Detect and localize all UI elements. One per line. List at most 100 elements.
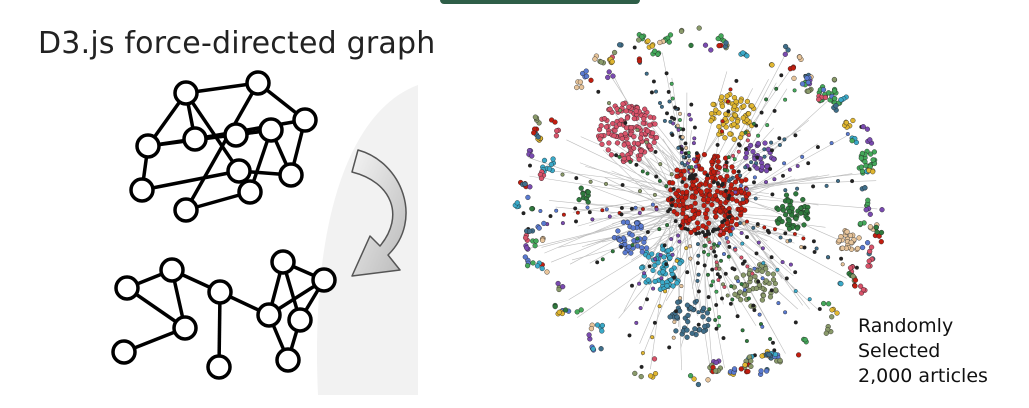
network-node (650, 130, 656, 136)
network-node (629, 232, 635, 238)
network-node (573, 206, 578, 211)
network-node (680, 207, 686, 213)
network-node (576, 197, 582, 203)
network-node (677, 117, 682, 122)
network-node (858, 164, 865, 170)
network-node (637, 281, 642, 286)
network-node (626, 104, 632, 110)
network-node (621, 156, 627, 162)
network-node (676, 127, 681, 132)
network-node (765, 123, 770, 128)
network-node (759, 164, 765, 170)
network-node (674, 258, 679, 263)
network-node (707, 192, 713, 198)
network-node (590, 346, 596, 352)
network-node (738, 189, 745, 195)
network-node (791, 75, 797, 82)
network-node (659, 104, 664, 109)
network-node (527, 184, 533, 190)
network-node (544, 269, 550, 275)
network-node (628, 159, 633, 164)
network-node (598, 59, 604, 65)
network-node (847, 232, 854, 239)
network-node (725, 293, 730, 298)
network-node (750, 271, 755, 276)
network-node (606, 140, 612, 146)
graph-node (292, 107, 318, 133)
network-node (676, 233, 681, 238)
network-node (651, 356, 658, 362)
network-node (654, 174, 659, 179)
network-node (677, 308, 683, 314)
network-node (586, 332, 592, 338)
network-node (744, 53, 750, 59)
network-node (583, 73, 590, 79)
network-node (755, 140, 761, 147)
network-node (618, 117, 624, 123)
network-node (765, 228, 770, 233)
network-node (678, 172, 684, 178)
network-node (678, 223, 683, 228)
network-node (696, 289, 701, 294)
network-node (642, 106, 648, 112)
network-node (701, 152, 708, 158)
network-node (698, 166, 705, 172)
network-node (749, 160, 754, 165)
network-node (736, 279, 741, 284)
network-node (838, 281, 844, 287)
network-node (673, 219, 678, 224)
graph-node (245, 70, 271, 96)
network-node (578, 185, 584, 191)
network-node (772, 351, 778, 358)
network-node (585, 199, 591, 205)
network-node (785, 198, 791, 204)
network-node (732, 112, 738, 118)
network-node (674, 309, 679, 314)
network-node (814, 246, 819, 251)
network-node (623, 120, 628, 125)
network-node (617, 154, 622, 159)
network-node (788, 262, 793, 267)
network-node (780, 260, 785, 265)
network-node (751, 121, 756, 126)
network-node (702, 243, 707, 248)
network-node (660, 246, 666, 252)
network-node (706, 272, 711, 277)
network-node (871, 149, 878, 155)
network-node (680, 161, 685, 166)
network-node (762, 154, 767, 159)
network-node (704, 232, 709, 237)
network-node (652, 48, 658, 54)
network-node (781, 173, 786, 178)
network-node (651, 139, 657, 146)
network-node (658, 252, 663, 257)
network-node (688, 229, 694, 236)
network-node (554, 128, 560, 134)
network-node (769, 288, 774, 293)
network-node (865, 197, 871, 203)
network-node (768, 166, 773, 171)
network-node (673, 105, 678, 110)
network-node (712, 193, 718, 199)
network-node (735, 314, 740, 319)
network-node (678, 296, 683, 301)
network-node (688, 256, 693, 261)
network-node (782, 212, 789, 218)
network-node (670, 96, 675, 101)
network-node (694, 220, 701, 226)
network-node (525, 194, 531, 201)
network-node (574, 309, 580, 315)
network-node (745, 368, 751, 375)
network-node (665, 223, 670, 228)
network-node (764, 180, 769, 185)
network-node (624, 115, 631, 121)
network-node (752, 273, 758, 280)
network-node (598, 346, 604, 352)
network-node (598, 123, 604, 129)
network-node (631, 134, 637, 140)
graph-node (278, 162, 304, 188)
graph-node (287, 307, 313, 333)
network-node (688, 203, 694, 210)
network-node (688, 305, 694, 311)
network-node (588, 77, 594, 83)
